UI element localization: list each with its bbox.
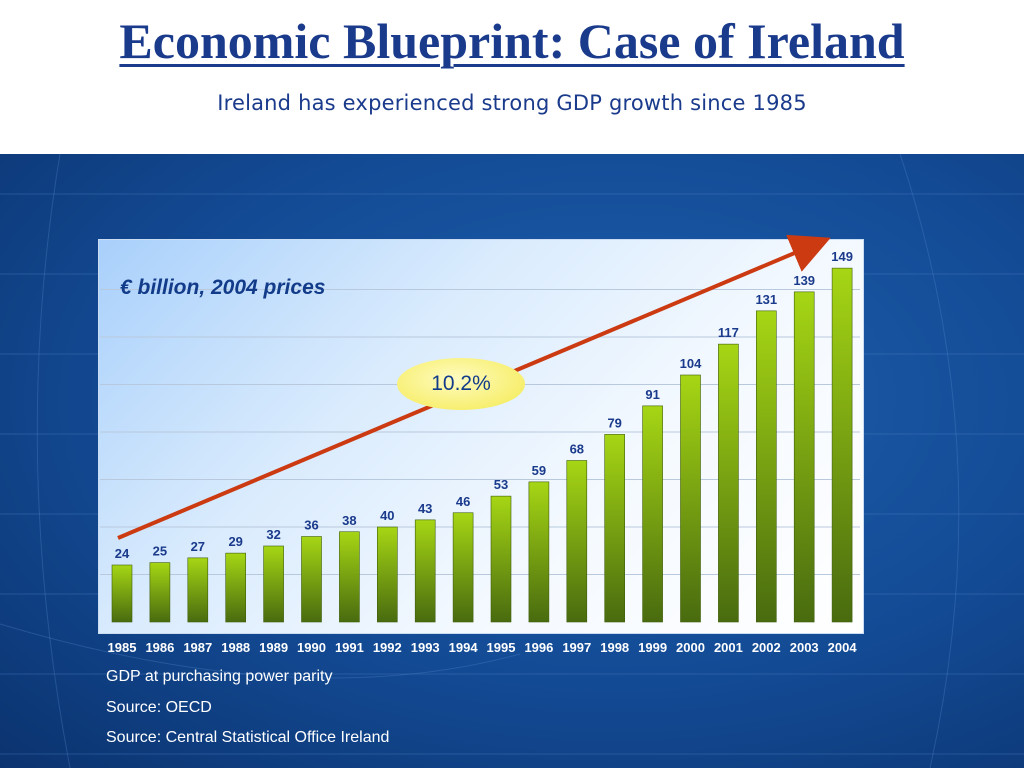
x-tick-1997: 1997 [562, 640, 591, 655]
bar-2000 [680, 374, 701, 623]
x-tick-1994: 1994 [449, 640, 479, 655]
bar-2002 [755, 310, 777, 623]
data-label-1987: 27 [191, 539, 205, 554]
x-tick-2001: 2001 [714, 640, 743, 655]
data-label-1985: 24 [115, 546, 130, 561]
data-label-1989: 32 [266, 527, 280, 542]
bar-1985 [111, 564, 133, 623]
slide-subtitle: Ireland has experienced strong GDP growt… [217, 91, 807, 115]
slide-header: Economic Blueprint: Case of Ireland Irel… [0, 0, 1024, 154]
bars [111, 267, 853, 623]
data-label-1998: 79 [607, 415, 621, 430]
bar-1994 [452, 512, 474, 623]
data-label-1992: 40 [380, 508, 394, 523]
data-label-1993: 43 [418, 501, 432, 516]
data-label-2002: 131 [755, 292, 777, 307]
x-tick-1988: 1988 [221, 640, 250, 655]
x-tick-2004: 2004 [828, 640, 858, 655]
x-tick-1999: 1999 [638, 640, 667, 655]
bar-1991 [339, 531, 360, 623]
note-source-cso: Source: Central Statistical Office Irela… [106, 729, 390, 746]
bar-1987 [187, 557, 209, 623]
bar-1986 [149, 562, 171, 623]
x-tick-1998: 1998 [600, 640, 629, 655]
bar-1995 [490, 495, 512, 623]
slide-title: Economic Blueprint: Case of Ireland [119, 13, 905, 69]
bar-1998 [604, 434, 626, 623]
unit-label: € billion, 2004 prices [120, 276, 326, 299]
data-label-2003: 139 [793, 273, 815, 288]
data-label-1996: 59 [532, 463, 546, 478]
x-tick-1986: 1986 [145, 640, 174, 655]
growth-rate-text: 10.2% [431, 372, 491, 395]
x-tick-2000: 2000 [676, 640, 705, 655]
data-label-1986: 25 [153, 544, 167, 559]
data-label-2004: 149 [831, 249, 853, 264]
x-tick-1995: 1995 [487, 640, 516, 655]
bar-1993 [414, 519, 436, 623]
bar-2001 [718, 343, 739, 623]
x-tick-2002: 2002 [752, 640, 781, 655]
data-label-1988: 29 [228, 534, 242, 549]
data-label-2000: 104 [680, 356, 702, 371]
bar-2003 [793, 291, 815, 623]
data-label-1991: 38 [342, 513, 356, 528]
bar-1990 [301, 536, 322, 623]
x-tick-1990: 1990 [297, 640, 326, 655]
data-label-1995: 53 [494, 477, 508, 492]
x-tick-1993: 1993 [411, 640, 440, 655]
data-labels: 24 25 27 29 32 36 38 40 43 46 53 59 68 79 91 104 117 131 1… [115, 249, 853, 561]
bar-1988 [225, 552, 246, 623]
x-tick-1985: 1985 [108, 640, 137, 655]
bar-1992 [376, 526, 398, 623]
bar-1999 [642, 405, 663, 623]
bar-1996 [528, 481, 550, 623]
bar-2004 [831, 267, 853, 623]
x-tick-1991: 1991 [335, 640, 364, 655]
note-ppp: GDP at purchasing power parity [106, 668, 333, 685]
x-tick-1992: 1992 [373, 640, 402, 655]
data-label-1994: 46 [456, 494, 470, 509]
x-tick-1987: 1987 [183, 640, 212, 655]
data-label-1990: 36 [304, 518, 318, 533]
bar-1989 [263, 545, 284, 623]
x-axis-ticks: 1985 1986 1987 1988 1989 1990 1991 1992 1993 1994… [108, 640, 858, 655]
growth-rate-bubble: 10.2% [397, 358, 525, 410]
x-tick-1996: 1996 [524, 640, 553, 655]
data-label-2001: 117 [718, 325, 739, 340]
note-source-oecd: Source: OECD [106, 699, 212, 716]
bar-1997 [566, 460, 588, 623]
x-tick-1989: 1989 [259, 640, 288, 655]
data-label-1997: 68 [570, 442, 584, 457]
data-label-1999: 91 [645, 387, 659, 402]
x-tick-2003: 2003 [790, 640, 819, 655]
gridlines [100, 289, 860, 575]
